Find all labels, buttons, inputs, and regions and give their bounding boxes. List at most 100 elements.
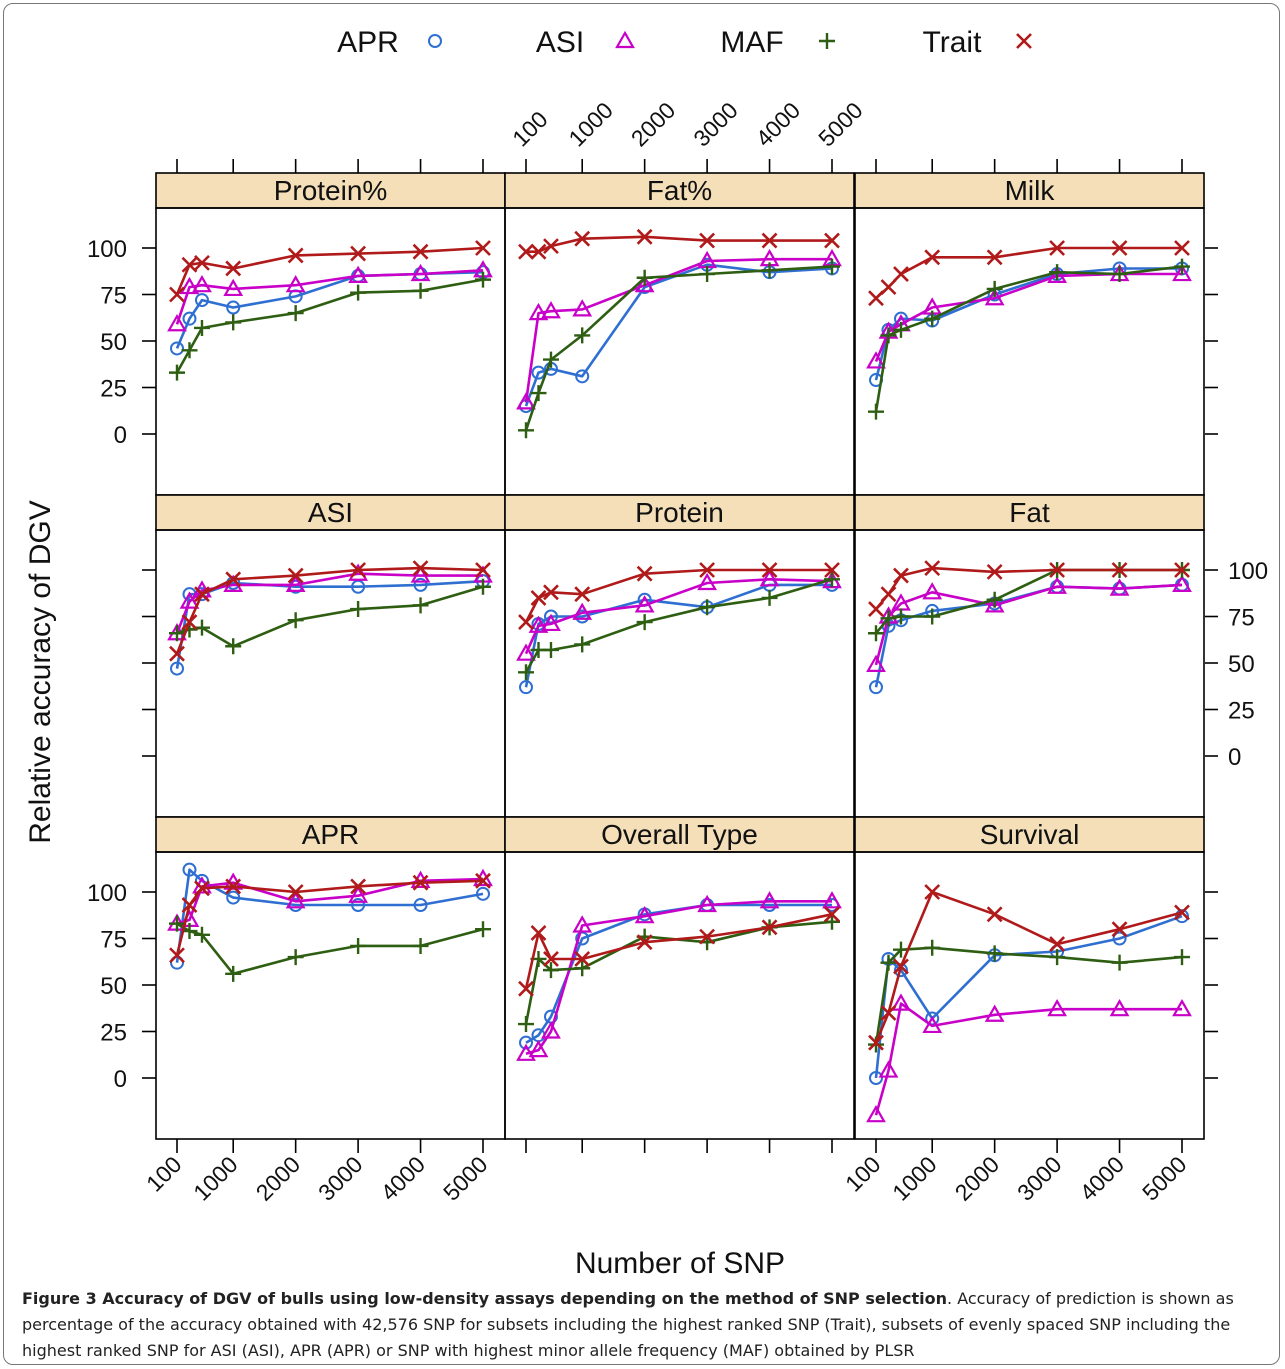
- series-trait-marker: [699, 562, 716, 578]
- series-trait-marker: [574, 586, 591, 603]
- series-trait-marker: [530, 925, 547, 941]
- series-asi-line: [874, 583, 1183, 666]
- series-asi-marker: [822, 891, 842, 909]
- series-maf-marker: [868, 1036, 884, 1053]
- series-asi-marker: [285, 891, 306, 909]
- series-maf-marker: [699, 266, 716, 283]
- series-trait-marker: [924, 249, 941, 266]
- series-asi-marker: [1172, 998, 1192, 1017]
- series-trait-marker: [893, 958, 909, 975]
- series-maf-marker: [924, 608, 941, 625]
- series-maf-marker: [193, 926, 210, 943]
- series-maf-marker: [518, 422, 534, 439]
- x-tick-label-bottom: 1000: [887, 1151, 942, 1206]
- series-trait-marker: [287, 884, 304, 900]
- series-asi-marker: [866, 654, 886, 672]
- series-asi-marker: [634, 595, 655, 613]
- series-apr-marker: [226, 890, 241, 905]
- panel-plot-area: [504, 851, 855, 1140]
- series-asi-marker: [759, 569, 780, 587]
- series-maf-marker: [636, 269, 653, 286]
- series-maf-marker: [542, 351, 559, 368]
- series-trait-marker: [574, 951, 591, 967]
- series-maf-marker: [169, 364, 185, 381]
- series-maf: [518, 258, 840, 439]
- series-maf-marker: [761, 589, 778, 606]
- x-tick-label-top: 3000: [688, 97, 743, 152]
- series-trait-marker: [1174, 562, 1190, 578]
- series-asi-marker: [528, 615, 549, 633]
- series-asi-marker: [1047, 998, 1067, 1017]
- series-asi-line: [175, 572, 483, 634]
- series-asi-marker: [759, 891, 780, 909]
- panel-asi: ASI: [155, 494, 506, 818]
- series-asi-marker: [866, 1104, 886, 1123]
- x-tick-label-bottom: 100: [141, 1151, 187, 1197]
- series-trait-marker: [824, 562, 840, 578]
- series-apr-marker: [413, 577, 428, 592]
- series-trait-marker: [880, 586, 897, 603]
- series-asi-marker: [984, 1004, 1005, 1022]
- y-tick-label: 100: [87, 236, 127, 263]
- series-asi-marker: [410, 565, 431, 583]
- series-apr-line: [175, 270, 484, 349]
- chart-panels: Protein% Fat% Milk ASI Protein Fat APR Overall …: [155, 172, 1205, 1140]
- y-tick-label: 100: [1228, 558, 1268, 585]
- series-trait: [868, 560, 1190, 617]
- y-tick-label: 75: [100, 927, 127, 954]
- series-trait-marker: [169, 645, 185, 662]
- x-tick-label-top: 2000: [626, 97, 681, 152]
- series-maf-marker: [880, 327, 897, 344]
- series-trait: [518, 228, 840, 260]
- series-apr-marker: [869, 680, 883, 695]
- series-apr-marker: [194, 293, 209, 308]
- series-trait-marker: [636, 565, 653, 582]
- series-maf: [518, 571, 840, 681]
- series-maf-marker: [350, 601, 367, 618]
- series-trait-marker: [893, 266, 909, 282]
- y-tick-label: 75: [1228, 605, 1255, 632]
- y-tick-label: 25: [100, 376, 127, 403]
- series-apr-marker: [519, 1035, 533, 1050]
- y-tick-label: 50: [100, 329, 127, 356]
- series-trait-marker: [636, 228, 653, 245]
- series-asi-marker: [541, 1021, 561, 1039]
- series-asi-marker: [223, 278, 244, 297]
- series-maf-marker: [475, 578, 491, 595]
- series-trait-marker: [699, 232, 716, 249]
- legend-apr-marker: [428, 34, 442, 48]
- series-maf-marker: [169, 625, 185, 642]
- panel-title: Fat: [1009, 497, 1050, 528]
- caption-title: Figure 3 Accuracy of DGV of bulls using …: [22, 1289, 948, 1308]
- series-trait: [868, 884, 1190, 1051]
- series-maf-line: [524, 265, 833, 431]
- series-trait-marker: [225, 260, 242, 277]
- series-asi-marker: [541, 301, 561, 319]
- series-trait-marker: [868, 1034, 884, 1051]
- series-maf-marker: [1111, 266, 1128, 283]
- series-trait-marker: [986, 906, 1003, 923]
- panel-title: Milk: [1005, 175, 1056, 206]
- series-maf: [169, 915, 491, 982]
- series-maf-marker: [1111, 954, 1128, 971]
- series-maf: [518, 913, 840, 1033]
- legend-label-maf: MAF: [720, 26, 783, 59]
- figure-caption: Figure 3 Accuracy of DGV of bulls using …: [22, 1286, 1262, 1364]
- series-apr: [170, 574, 490, 676]
- series-maf-line: [175, 278, 484, 374]
- y-axis-label: Relative accuracy of DGV: [24, 500, 57, 843]
- series-apr-marker: [170, 341, 184, 356]
- legend: APR ASI MAF Trait: [337, 26, 1032, 59]
- series-asi-marker: [410, 263, 431, 282]
- series-trait: [169, 872, 491, 964]
- x-tick-label-bottom: 2000: [950, 1151, 1005, 1206]
- series-apr-marker: [575, 369, 590, 384]
- panel-plot-area: [854, 851, 1205, 1140]
- series-apr-marker: [413, 898, 428, 913]
- series-asi-line: [874, 1002, 1182, 1116]
- series-asi: [167, 260, 493, 332]
- series-apr: [519, 257, 839, 414]
- panel-milk: Milk: [854, 172, 1205, 496]
- series-asi-marker: [192, 274, 212, 293]
